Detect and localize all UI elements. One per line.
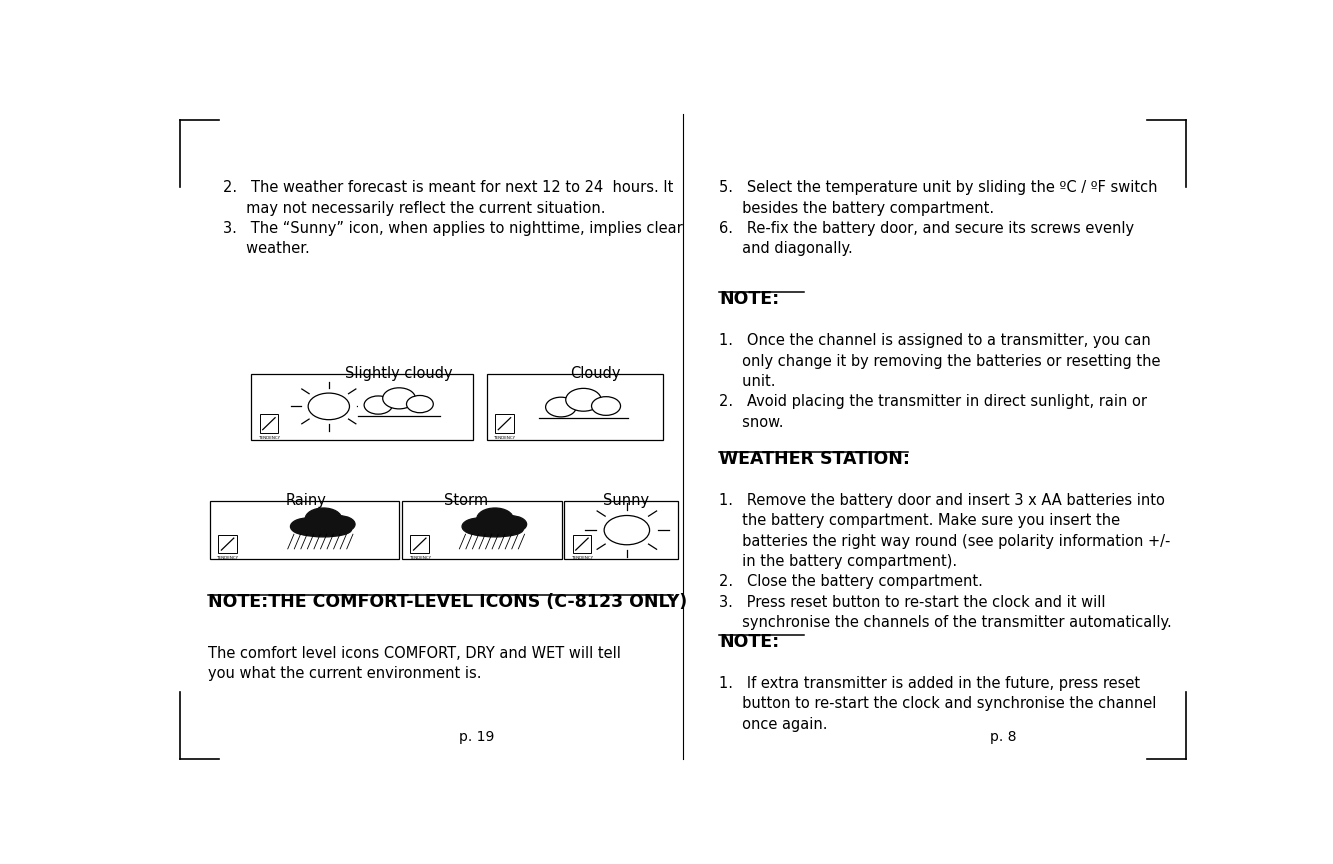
Ellipse shape [463, 518, 497, 535]
Ellipse shape [407, 396, 433, 413]
Text: NOTE:: NOTE: [720, 632, 780, 651]
Text: 2.   The weather forecast is meant for next 12 to 24  hours. It
     may not nec: 2. The weather forecast is meant for nex… [224, 181, 684, 257]
Ellipse shape [467, 523, 523, 537]
Text: 5.   Select the temperature unit by sliding the ºC / ºF switch
     besides the : 5. Select the temperature unit by slidin… [720, 181, 1158, 257]
Ellipse shape [477, 508, 513, 530]
Ellipse shape [323, 516, 355, 533]
Text: p. 8: p. 8 [990, 730, 1017, 744]
Circle shape [604, 516, 649, 545]
Text: TENDENCY: TENDENCY [216, 556, 239, 560]
Bar [252, 374, 473, 440]
Text: NOTE:THE COMFORT-LEVEL ICONS (C-8123 ONLY): NOTE:THE COMFORT-LEVEL ICONS (C-8123 ONL… [208, 593, 688, 611]
Text: 1.   Remove the battery door and insert 3 x AA batteries into
     the battery c: 1. Remove the battery door and insert 3 … [720, 492, 1172, 630]
Bar [359, 405, 440, 416]
Text: TENDENCY: TENDENCY [493, 435, 516, 440]
Text: The comfort level icons COMFORT, DRY and WET will tell
you what the current envi: The comfort level icons COMFORT, DRY and… [208, 646, 621, 682]
Ellipse shape [364, 396, 392, 414]
Text: TENDENCY: TENDENCY [257, 435, 280, 440]
Bar [564, 501, 678, 559]
Bar [495, 415, 513, 433]
Bar [403, 501, 563, 559]
Ellipse shape [296, 523, 352, 537]
Text: Slightly cloudy: Slightly cloudy [345, 366, 453, 382]
Text: Rainy: Rainy [285, 492, 327, 508]
Bar [573, 535, 592, 554]
Bar [487, 374, 663, 440]
Text: NOTE:: NOTE: [720, 290, 780, 308]
Bar [539, 407, 628, 418]
Text: TENDENCY: TENDENCY [571, 556, 593, 560]
Circle shape [308, 393, 349, 420]
Bar [211, 501, 399, 559]
Bar [411, 535, 429, 554]
Bar [260, 415, 279, 433]
Text: Storm: Storm [444, 492, 488, 508]
Text: 1.   If extra transmitter is added in the future, press reset
     button to re-: 1. If extra transmitter is added in the … [720, 676, 1157, 732]
Text: Sunny: Sunny [604, 492, 649, 508]
Ellipse shape [592, 397, 621, 416]
Text: TENDENCY: TENDENCY [409, 556, 431, 560]
Ellipse shape [495, 516, 527, 533]
Text: p. 19: p. 19 [459, 730, 495, 744]
Text: WEATHER STATION:: WEATHER STATION: [720, 449, 910, 467]
Ellipse shape [383, 388, 416, 409]
Ellipse shape [305, 508, 341, 530]
Ellipse shape [565, 388, 601, 411]
Text: Cloudy: Cloudy [571, 366, 621, 382]
Bar [219, 535, 237, 554]
Ellipse shape [545, 397, 576, 417]
Ellipse shape [291, 518, 325, 535]
Text: 1.   Once the channel is assigned to a transmitter, you can
     only change it : 1. Once the channel is assigned to a tra… [720, 334, 1161, 429]
